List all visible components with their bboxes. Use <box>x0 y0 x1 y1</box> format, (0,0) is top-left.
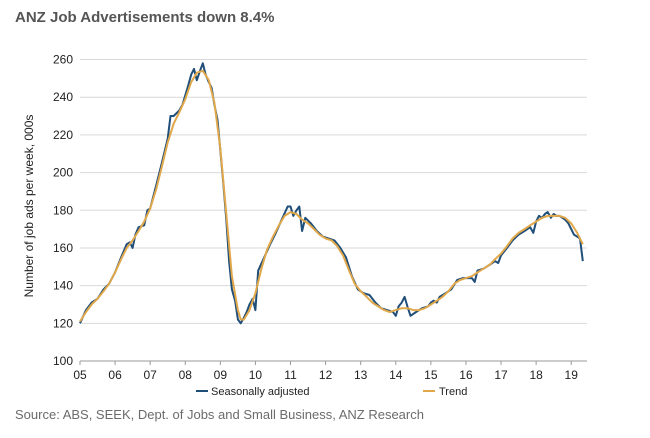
legend: Seasonally adjusted Trend <box>196 386 467 398</box>
y-tick-label: 180 <box>53 203 73 217</box>
x-tick-label: 09 <box>214 368 228 382</box>
x-tick-label: 15 <box>424 368 438 382</box>
x-tick-label: 11 <box>284 368 297 382</box>
x-tick-label: 13 <box>354 368 368 382</box>
y-tick-label: 120 <box>53 316 73 330</box>
x-tick-label: 08 <box>179 368 193 382</box>
y-tick-label: 100 <box>53 354 73 368</box>
source-note: Source: ABS, SEEK, Dept. of Jobs and Sma… <box>15 407 424 422</box>
x-tick-label: 19 <box>565 368 579 382</box>
y-tick-label: 160 <box>53 241 73 255</box>
y-axis-ticks: 100 120 140 160 180 200 220 240 260 <box>53 53 73 369</box>
chart-title: ANZ Job Advertisements down 8.4% <box>15 9 275 26</box>
x-tick-label: 14 <box>389 368 403 382</box>
x-tick-label: 18 <box>529 368 543 382</box>
x-tick-label: 12 <box>319 368 333 382</box>
y-tick-label: 140 <box>53 279 73 293</box>
x-tick-label: 16 <box>459 368 473 382</box>
y-tick-label: 260 <box>53 53 73 67</box>
x-tick-label: 17 <box>494 368 508 382</box>
legend-label-seasonally-adjusted: Seasonally adjusted <box>211 386 309 398</box>
y-tick-label: 220 <box>53 128 73 142</box>
series-lines <box>79 62 584 325</box>
x-tick-label: 07 <box>143 368 157 382</box>
x-tick-label: 05 <box>73 368 87 382</box>
gridlines <box>80 59 587 324</box>
series-line-trend <box>79 69 584 322</box>
legend-label-trend: Trend <box>439 386 467 398</box>
x-tick-label: 10 <box>249 368 263 382</box>
line-chart: 100 120 140 160 180 200 220 240 260 05 06 07 08 09 10… <box>22 53 587 398</box>
y-axis-title: Number of job ads per week, 000s <box>22 115 36 298</box>
x-tick-label: 06 <box>108 368 122 382</box>
y-tick-label: 240 <box>53 90 73 104</box>
y-tick-label: 200 <box>53 166 73 180</box>
x-axis-ticks: 05 06 07 08 09 10 11 12 13 14 15 16 17 18 19 <box>73 361 578 382</box>
